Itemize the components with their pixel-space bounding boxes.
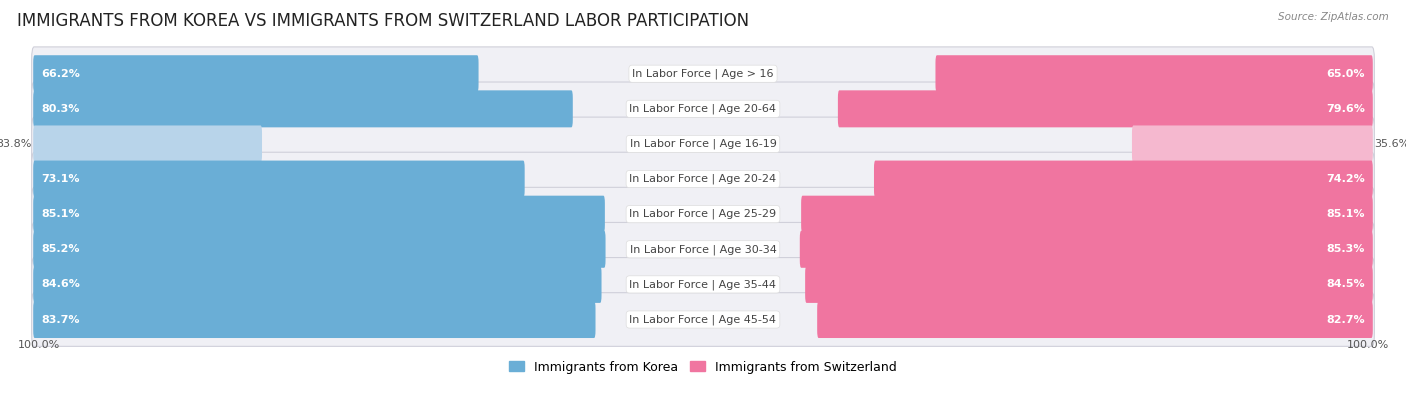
Text: 100.0%: 100.0% bbox=[1347, 340, 1389, 350]
FancyBboxPatch shape bbox=[801, 196, 1372, 233]
Text: 74.2%: 74.2% bbox=[1326, 174, 1365, 184]
FancyBboxPatch shape bbox=[875, 160, 1372, 198]
FancyBboxPatch shape bbox=[935, 55, 1372, 92]
FancyBboxPatch shape bbox=[34, 90, 572, 127]
FancyBboxPatch shape bbox=[838, 90, 1372, 127]
Text: In Labor Force | Age 45-54: In Labor Force | Age 45-54 bbox=[630, 314, 776, 325]
FancyBboxPatch shape bbox=[31, 187, 1375, 241]
Text: 85.3%: 85.3% bbox=[1326, 244, 1365, 254]
Text: 80.3%: 80.3% bbox=[41, 104, 80, 114]
FancyBboxPatch shape bbox=[31, 117, 1375, 171]
Text: 85.2%: 85.2% bbox=[41, 244, 80, 254]
Text: 85.1%: 85.1% bbox=[1326, 209, 1365, 219]
FancyBboxPatch shape bbox=[34, 301, 596, 338]
FancyBboxPatch shape bbox=[34, 160, 524, 198]
Text: Source: ZipAtlas.com: Source: ZipAtlas.com bbox=[1278, 12, 1389, 22]
Text: In Labor Force | Age 30-34: In Labor Force | Age 30-34 bbox=[630, 244, 776, 254]
Text: 73.1%: 73.1% bbox=[41, 174, 80, 184]
Text: IMMIGRANTS FROM KOREA VS IMMIGRANTS FROM SWITZERLAND LABOR PARTICIPATION: IMMIGRANTS FROM KOREA VS IMMIGRANTS FROM… bbox=[17, 12, 749, 30]
Text: In Labor Force | Age 20-24: In Labor Force | Age 20-24 bbox=[630, 174, 776, 184]
Text: 83.7%: 83.7% bbox=[41, 314, 80, 325]
Text: 65.0%: 65.0% bbox=[1326, 69, 1365, 79]
Text: 66.2%: 66.2% bbox=[41, 69, 80, 79]
Text: In Labor Force | Age 16-19: In Labor Force | Age 16-19 bbox=[630, 139, 776, 149]
Text: 85.1%: 85.1% bbox=[41, 209, 80, 219]
Text: 79.6%: 79.6% bbox=[1326, 104, 1365, 114]
Text: 82.7%: 82.7% bbox=[1326, 314, 1365, 325]
FancyBboxPatch shape bbox=[31, 258, 1375, 311]
FancyBboxPatch shape bbox=[1132, 126, 1372, 162]
FancyBboxPatch shape bbox=[31, 152, 1375, 206]
Text: In Labor Force | Age > 16: In Labor Force | Age > 16 bbox=[633, 68, 773, 79]
FancyBboxPatch shape bbox=[806, 266, 1372, 303]
FancyBboxPatch shape bbox=[34, 231, 606, 268]
Text: 84.6%: 84.6% bbox=[41, 279, 80, 290]
FancyBboxPatch shape bbox=[31, 82, 1375, 136]
FancyBboxPatch shape bbox=[31, 293, 1375, 346]
FancyBboxPatch shape bbox=[34, 196, 605, 233]
FancyBboxPatch shape bbox=[31, 47, 1375, 101]
FancyBboxPatch shape bbox=[31, 222, 1375, 276]
FancyBboxPatch shape bbox=[800, 231, 1372, 268]
Text: In Labor Force | Age 20-64: In Labor Force | Age 20-64 bbox=[630, 103, 776, 114]
FancyBboxPatch shape bbox=[34, 266, 602, 303]
FancyBboxPatch shape bbox=[817, 301, 1372, 338]
Text: 100.0%: 100.0% bbox=[17, 340, 59, 350]
Text: 84.5%: 84.5% bbox=[1326, 279, 1365, 290]
FancyBboxPatch shape bbox=[34, 55, 478, 92]
FancyBboxPatch shape bbox=[34, 126, 262, 162]
Text: 33.8%: 33.8% bbox=[0, 139, 31, 149]
Text: In Labor Force | Age 25-29: In Labor Force | Age 25-29 bbox=[630, 209, 776, 220]
Legend: Immigrants from Korea, Immigrants from Switzerland: Immigrants from Korea, Immigrants from S… bbox=[505, 357, 901, 377]
Text: 35.6%: 35.6% bbox=[1375, 139, 1406, 149]
Text: In Labor Force | Age 35-44: In Labor Force | Age 35-44 bbox=[630, 279, 776, 290]
